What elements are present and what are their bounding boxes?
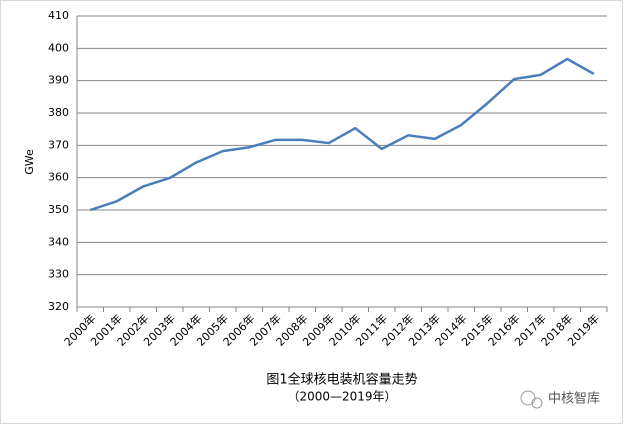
y-tick-label: 360 <box>48 171 69 184</box>
line-series <box>89 57 595 212</box>
watermark: 中核智库 <box>548 391 600 407</box>
y-tick-label: 370 <box>48 138 69 151</box>
chart-subtitle: （2000—2019年） <box>287 390 396 404</box>
y-tick-label: 390 <box>48 74 69 87</box>
y-tick-label: 380 <box>48 106 69 119</box>
y-tick-label: 410 <box>48 9 69 22</box>
y-axis-label: GWe <box>23 149 36 175</box>
watermark-icon <box>520 390 543 409</box>
y-tick-label: 340 <box>48 235 69 248</box>
y-tick-label: 400 <box>48 41 69 54</box>
y-tick-label: 330 <box>48 268 69 281</box>
chart-title: 图1全球核电装机容量走势 <box>266 372 417 388</box>
y-tick-label: 320 <box>48 300 69 313</box>
y-tick-label: 350 <box>48 203 69 216</box>
